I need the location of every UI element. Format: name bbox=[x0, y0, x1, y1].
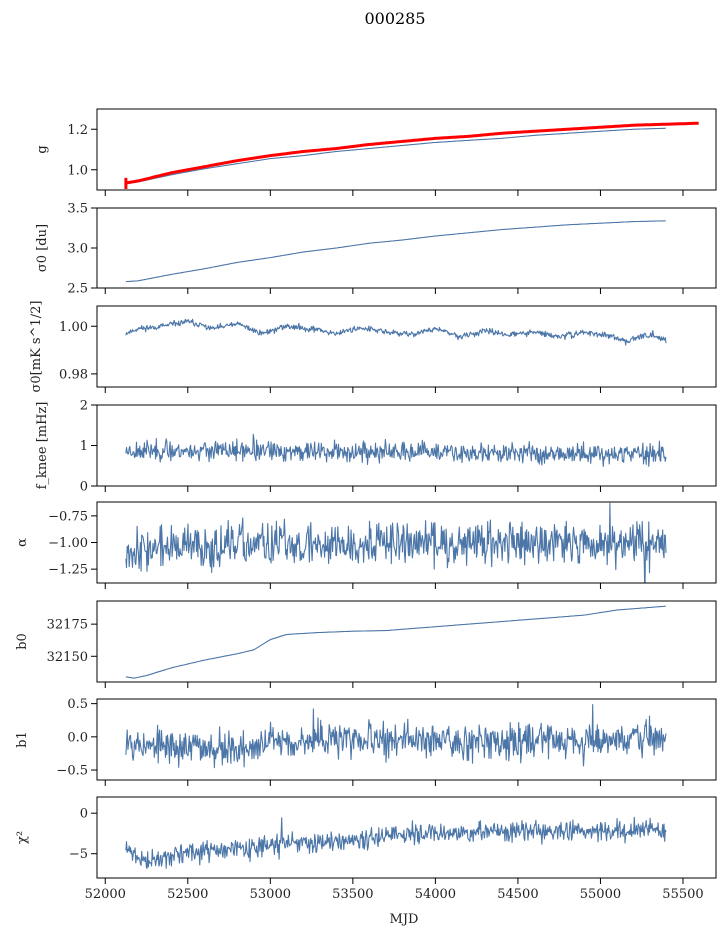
x-tick-label: 53000 bbox=[250, 887, 291, 902]
y-axis-label-g: g bbox=[35, 145, 50, 153]
axes-frame-sigma0_du bbox=[96, 207, 717, 289]
figure-title: 000285 bbox=[364, 9, 425, 28]
panel-alpha: −1.25 −1.00 −0.75 α bbox=[15, 501, 717, 589]
y-axis-label-b1: b1 bbox=[15, 731, 30, 748]
y-tick-label: −5 bbox=[69, 847, 88, 862]
panel-chi2: −5 0 52000 52500 53000 53500 54000 54500 55000 55… bbox=[15, 796, 717, 902]
y-tick-label: 2 bbox=[80, 399, 88, 414]
x-tick-label: 54000 bbox=[415, 887, 456, 902]
series-line-g_model bbox=[125, 121, 699, 185]
series-line-alpha bbox=[125, 502, 667, 583]
y-tick-label: 3.5 bbox=[67, 202, 88, 217]
series-line-sigma0 bbox=[125, 220, 666, 283]
x-tick-label: 54500 bbox=[497, 887, 538, 902]
axes-frame-b1 bbox=[96, 698, 717, 781]
y-tick-label: 0 bbox=[80, 807, 88, 822]
y-tick-label: 1 bbox=[80, 439, 88, 454]
panel-sigma0_mk: 0.98 1.00 σ0[mK s^1/2] bbox=[29, 301, 717, 393]
x-axis-label: MJD bbox=[390, 912, 419, 927]
x-tick-label: 53500 bbox=[332, 887, 373, 902]
series-line-sigma0_mK bbox=[125, 318, 667, 346]
panel-sigma0_du: 2.5 3.0 3.5 σ0 [du] bbox=[35, 202, 717, 297]
x-tick-label: 55500 bbox=[662, 887, 703, 902]
x-tick-label: 52000 bbox=[85, 887, 126, 902]
y-tick-label: −1.00 bbox=[48, 536, 88, 551]
y-axis-label-b0: b0 bbox=[15, 633, 30, 650]
series-line-g bbox=[125, 127, 666, 185]
x-tick-label: 52500 bbox=[167, 887, 208, 902]
axes-frame-fknee bbox=[96, 404, 717, 487]
y-tick-label: 32175 bbox=[47, 618, 88, 633]
y-axis-label-sigma0_mk: σ0[mK s^1/2] bbox=[29, 301, 44, 393]
x-tick-label: 55000 bbox=[580, 887, 621, 902]
y-tick-label: 32150 bbox=[47, 650, 88, 665]
y-tick-label: 0 bbox=[80, 480, 88, 495]
y-tick-label: −0.75 bbox=[48, 509, 88, 524]
panel-b1: −0.5 0.0 0.5 b1 bbox=[15, 697, 717, 786]
y-tick-label: −1.25 bbox=[48, 563, 88, 578]
y-tick-label: 1.2 bbox=[67, 123, 88, 138]
panel-b0: 32150 32175 b0 bbox=[15, 600, 717, 688]
series-line-chi2 bbox=[125, 816, 667, 870]
panel-g: 1.0 1.2 g bbox=[35, 108, 717, 196]
series-line-b1 bbox=[125, 704, 667, 769]
axes-frame-chi2 bbox=[96, 796, 717, 879]
y-tick-label: −0.5 bbox=[56, 764, 88, 779]
y-axis-label-alpha: α bbox=[15, 538, 30, 547]
y-tick-label: 1.0 bbox=[67, 163, 88, 178]
y-tick-label: 0.0 bbox=[67, 730, 88, 745]
y-tick-label: 0.98 bbox=[59, 367, 88, 382]
y-tick-label: 2.5 bbox=[67, 282, 88, 297]
y-axis-label-fknee: f_knee [mHz] bbox=[35, 402, 50, 490]
series-line-fknee bbox=[125, 433, 667, 468]
axes-frame-sigma0_mk bbox=[96, 305, 717, 388]
axes-frame-g bbox=[96, 108, 717, 191]
axes-frame-b0 bbox=[96, 600, 717, 683]
y-tick-label: 0.5 bbox=[67, 697, 88, 712]
panels: 1.0 1.2 g 2.5 3.0 3.5 σ0 [du] 0.98 1.00 σ0[mK s^1… bbox=[15, 108, 717, 902]
series-line-b0 bbox=[125, 605, 666, 679]
panel-fknee: 0 1 2 f_knee [mHz] bbox=[35, 399, 717, 495]
y-tick-label: 1.00 bbox=[59, 320, 88, 335]
y-tick-label: 3.0 bbox=[67, 242, 88, 257]
y-axis-label-chi2: χ² bbox=[15, 831, 30, 844]
y-axis-label-sigma0_du: σ0 [du] bbox=[35, 224, 50, 272]
